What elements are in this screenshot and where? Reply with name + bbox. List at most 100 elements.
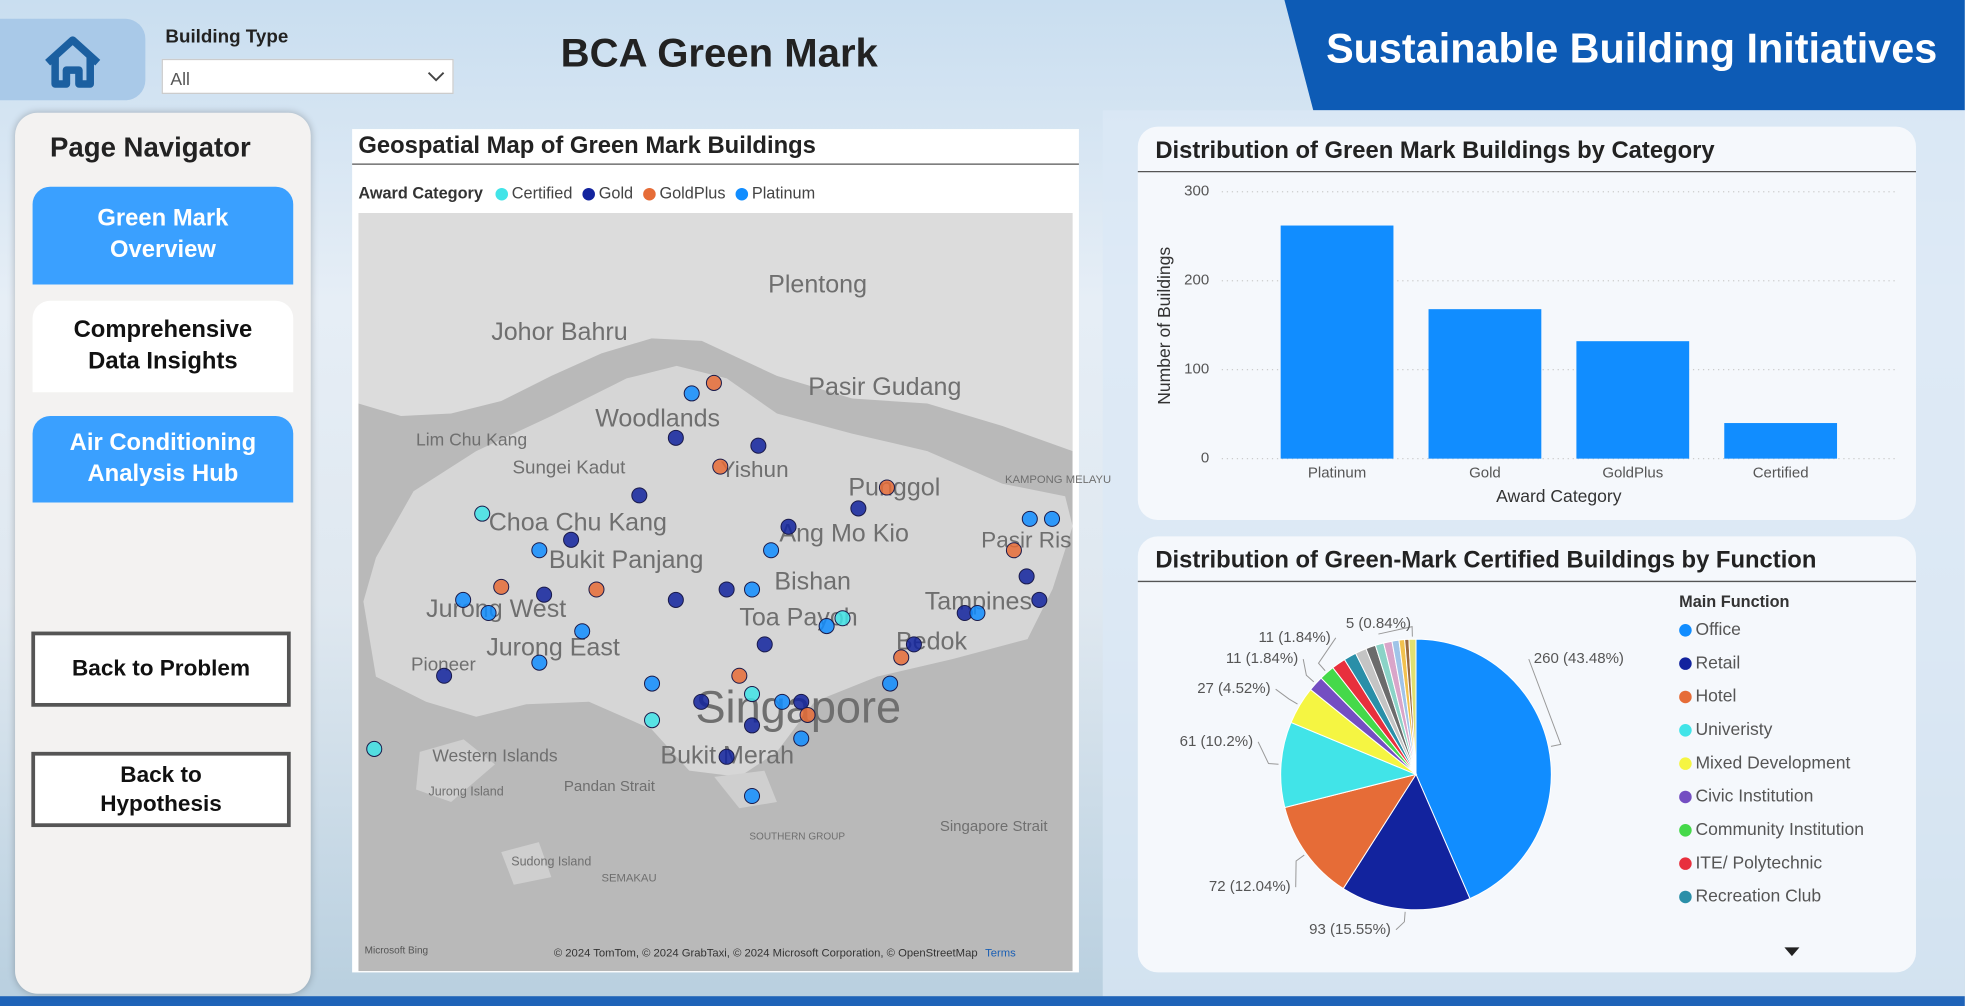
place-label: Pandan Strait [564, 778, 656, 795]
map-point [712, 458, 729, 475]
nav-button[interactable]: Comprehensive Data Insights [32, 300, 294, 393]
nav-button[interactable]: Back to Problem [31, 631, 291, 707]
place-label: Lim Chu Kang [416, 430, 527, 450]
legend-swatch [1679, 890, 1692, 904]
y-axis-title: Number of Buildings [1154, 247, 1174, 405]
nav-button[interactable]: Back to Hypothesis [31, 751, 291, 828]
nav-button[interactable]: Air Conditioning Analysis Hub [32, 416, 294, 503]
place-label: Sungei Kadut [513, 457, 627, 478]
place-label: Bukit Panjang [549, 546, 704, 574]
island [501, 842, 552, 885]
map-attribution: © 2024 TomTom, © 2024 GrabTaxi, © 2024 M… [554, 948, 978, 960]
y-tick-label: 200 [1184, 272, 1209, 289]
x-tick-label: Certified [1753, 465, 1809, 482]
map-point [455, 591, 472, 608]
map-point [850, 500, 867, 517]
legend-label: Recreation Club [1695, 886, 1821, 906]
pie-slice [1342, 773, 1471, 911]
data-label: 11 (1.84%) [1258, 629, 1330, 646]
place-label: Pasir Ris [981, 527, 1071, 552]
scroll-arrow[interactable] [1784, 947, 1800, 957]
map-point [793, 730, 810, 747]
bar [1724, 423, 1838, 459]
map-provider: Microsoft Bing [365, 946, 428, 957]
map-point [474, 505, 491, 522]
pie-slice [1408, 638, 1417, 775]
place-label: Johor Bahru [491, 318, 627, 346]
map-point [631, 487, 648, 504]
home-button[interactable] [0, 18, 146, 101]
leader-line [1378, 625, 1413, 637]
map-point [480, 604, 497, 622]
leader-line [1275, 688, 1298, 705]
map-point [436, 667, 453, 684]
data-label: 260 (43.48%) [1534, 650, 1624, 667]
place-label: SEMAKAU [601, 872, 656, 884]
legend-swatch [1679, 790, 1692, 804]
leader-line [1395, 911, 1406, 931]
filter-label: Building Type [165, 26, 289, 48]
map-point [718, 581, 735, 598]
filter-dropdown[interactable]: All [161, 58, 454, 94]
legend-label: Mixed Development [1695, 752, 1850, 772]
map-point [799, 706, 816, 723]
map-base [358, 213, 1073, 972]
land [358, 213, 1073, 452]
y-tick-label: 300 [1184, 183, 1209, 200]
map-point [493, 578, 510, 595]
map-point [763, 542, 780, 559]
banner-bg [1284, 0, 1965, 111]
map-point [644, 712, 661, 729]
x-tick-label: Gold [1469, 465, 1501, 482]
map-point [536, 586, 553, 603]
bar [1280, 225, 1394, 459]
legend-swatch [1679, 690, 1692, 704]
map-terms: Terms [985, 948, 1016, 960]
map-point [793, 693, 810, 710]
legend-label: Office [1695, 619, 1740, 639]
map-point [1005, 542, 1022, 559]
place-label: Ang Mo Kio [779, 520, 908, 548]
legend-label: ITE/ Polytechnic [1695, 852, 1822, 872]
place-label: Jurong East [486, 634, 620, 662]
map-point [750, 437, 767, 454]
map-point [574, 623, 591, 640]
land [363, 365, 1073, 777]
place-label: Woodlands [595, 404, 720, 432]
place-label: Plentong [768, 270, 867, 298]
place-label: Yishun [721, 457, 789, 482]
place-label: Bishan [774, 567, 851, 595]
y-tick-label: 0 [1201, 450, 1209, 467]
place-label: Singapore Strait [940, 818, 1049, 835]
map-point [744, 581, 761, 598]
map-point [667, 591, 684, 608]
x-tick-label: Platinum [1308, 465, 1366, 482]
nav-button[interactable]: Green Mark Overview [32, 186, 294, 285]
legend-swatch [643, 187, 656, 201]
data-label: 93 (15.55%) [1309, 921, 1391, 938]
legend-label: Univeristy [1695, 719, 1772, 739]
bar [1428, 309, 1542, 459]
legend-swatch [735, 187, 749, 201]
map-point [818, 618, 835, 635]
page-title: BCA Green Mark [560, 30, 878, 76]
x-tick-label: GoldPlus [1602, 465, 1663, 482]
map-point [744, 787, 761, 805]
legend-label: GoldPlus [659, 185, 725, 203]
place-label: SOUTHERN GROUP [749, 832, 845, 843]
legend-label: Civic Institution [1695, 786, 1813, 806]
legend-label: Retail [1695, 652, 1740, 672]
map-point [718, 748, 735, 765]
pie-slice [1415, 638, 1552, 900]
map-point [774, 693, 791, 710]
legend-swatch [495, 187, 509, 201]
chart-title: Geospatial Map of Green Mark Buildings [358, 132, 816, 159]
pie-slice [1284, 773, 1418, 890]
map-point [705, 374, 722, 391]
legend-title: Main Function [1679, 593, 1789, 611]
map-point [1043, 510, 1061, 527]
legend-swatch [582, 187, 595, 201]
